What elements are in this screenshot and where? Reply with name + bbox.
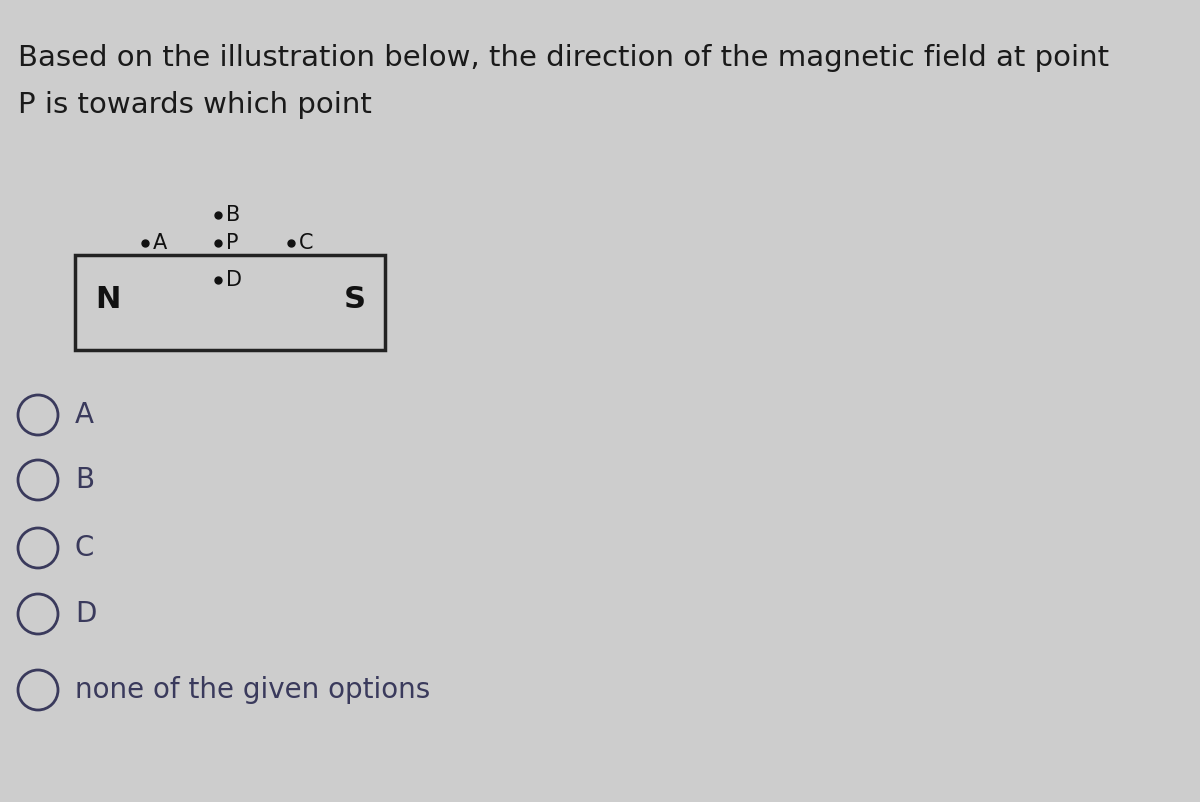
Text: C: C — [299, 233, 313, 253]
Text: D: D — [226, 270, 242, 290]
Text: P is towards which point: P is towards which point — [18, 91, 372, 119]
Text: A: A — [74, 401, 94, 429]
Text: S: S — [344, 286, 366, 314]
Text: B: B — [74, 466, 94, 494]
Text: B: B — [226, 205, 240, 225]
Text: C: C — [74, 534, 95, 562]
Text: none of the given options: none of the given options — [74, 676, 431, 704]
Text: D: D — [74, 600, 96, 628]
Bar — [74, 255, 385, 350]
Text: N: N — [95, 286, 121, 314]
Text: P: P — [226, 233, 239, 253]
Text: Based on the illustration below, the direction of the magnetic field at point: Based on the illustration below, the dir… — [18, 44, 1109, 72]
Text: A: A — [154, 233, 167, 253]
